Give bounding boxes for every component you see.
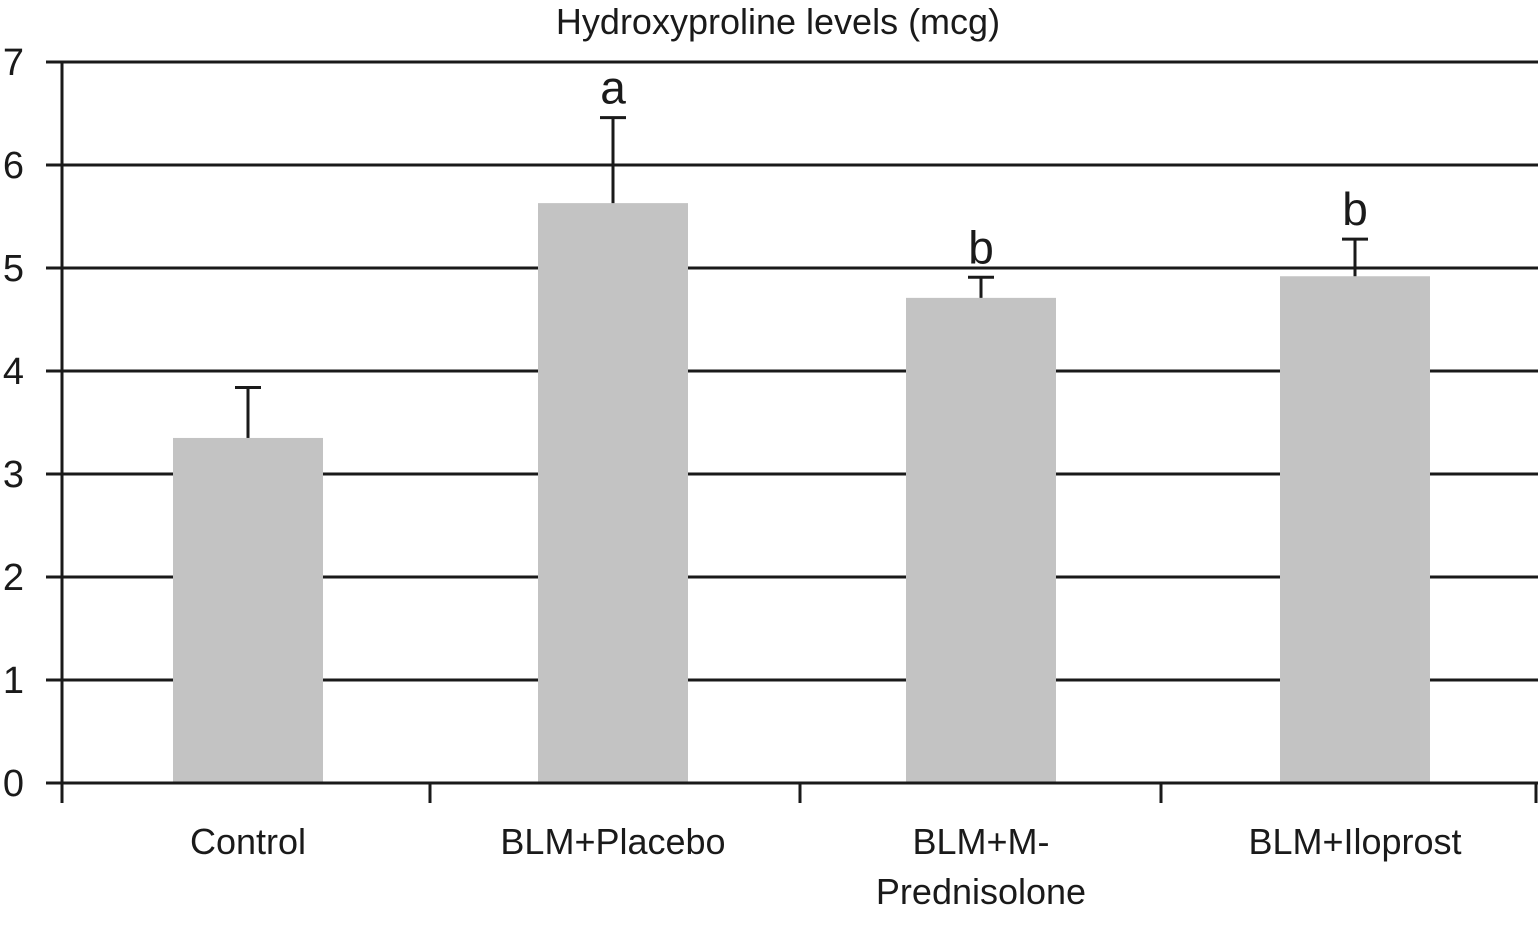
bar — [538, 203, 688, 784]
labels: 0 1 2 3 4 5 6 7 Control a BLM+Placebo b BLM+M- Predni… — [3, 42, 1462, 912]
axes — [46, 60, 1538, 803]
x-category-label: BLM+M- — [912, 821, 1049, 862]
x-category-label: BLM+Iloprost — [1248, 821, 1461, 862]
chart-title: Hydroxyproline levels (mcg) — [556, 1, 1000, 42]
y-tick-label: 2 — [3, 557, 24, 599]
error-bars — [235, 116, 1368, 438]
y-tick-label: 6 — [3, 145, 24, 187]
bar — [906, 297, 1056, 783]
significance-label: b — [968, 221, 994, 273]
y-tick-label: 1 — [3, 660, 24, 702]
x-category-label: Prednisolone — [876, 871, 1086, 912]
y-tick-label: 5 — [3, 248, 24, 290]
x-category-label: Control — [190, 821, 306, 862]
bar — [173, 437, 323, 783]
significance-label: a — [600, 62, 626, 114]
y-tick-label: 4 — [3, 351, 24, 393]
y-tick-label: 3 — [3, 454, 24, 496]
y-tick-label: 7 — [3, 42, 24, 84]
bar — [1280, 276, 1430, 783]
significance-label: b — [1342, 183, 1368, 235]
y-tick-label: 0 — [3, 763, 24, 805]
x-category-label: BLM+Placebo — [500, 821, 725, 862]
bars — [173, 203, 1430, 784]
